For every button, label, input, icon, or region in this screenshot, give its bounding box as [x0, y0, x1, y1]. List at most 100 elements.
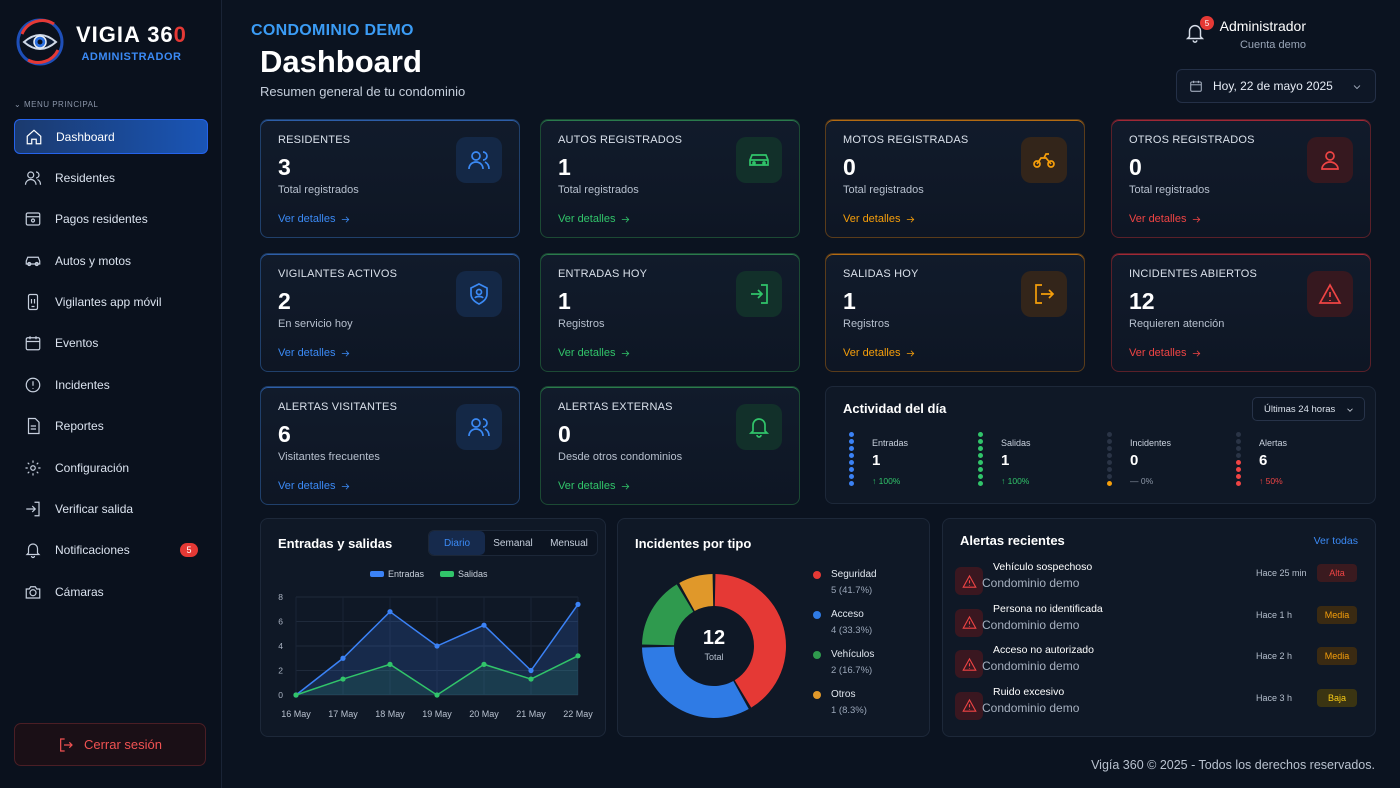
- activity-change: ↑ 100%: [1001, 476, 1030, 486]
- user-menu[interactable]: Administrador Cuenta demo: [1220, 18, 1306, 51]
- arrow-right-icon: [907, 349, 915, 357]
- alert-item[interactable]: Persona no identificada Condominio demo …: [955, 603, 1360, 641]
- link-label: Ver detalles: [278, 480, 336, 492]
- activity-value: 6: [1259, 452, 1268, 469]
- activity-salidas: Salidas 1 ↑ 100%: [978, 432, 1098, 490]
- nav-label: Incidentes: [55, 377, 110, 392]
- nav-item-camaras[interactable]: Cámaras: [14, 574, 208, 609]
- donut-slice-vehículos: [642, 584, 694, 646]
- chevron-down-icon: [1353, 85, 1361, 90]
- nav-item-dashboard[interactable]: Dashboard: [14, 119, 208, 154]
- donut-total-value: 12: [702, 627, 726, 649]
- legend-swatch: [440, 571, 454, 577]
- card-details-link[interactable]: Ver detalles: [843, 347, 916, 359]
- legend-swatch: [370, 571, 384, 577]
- card-details-link[interactable]: Ver detalles: [278, 213, 351, 225]
- users-icon: [468, 418, 490, 437]
- nav-item-reportes[interactable]: Reportes: [14, 409, 208, 444]
- notifications-button[interactable]: 5: [1184, 16, 1214, 46]
- tab-semanal[interactable]: Semanal: [493, 537, 533, 549]
- data-point: [575, 601, 581, 607]
- link-label: Ver detalles: [558, 347, 616, 359]
- card-details-link[interactable]: Ver detalles: [278, 480, 351, 492]
- data-point: [528, 676, 534, 682]
- link-label: Ver detalles: [1129, 347, 1187, 359]
- donut-chart: [642, 574, 786, 718]
- nav-label: Cámaras: [55, 584, 104, 599]
- card-value: 6: [278, 421, 291, 447]
- date-selector[interactable]: Hoy, 22 de mayo 2025: [1176, 69, 1376, 103]
- card-details-link[interactable]: Ver detalles: [1129, 213, 1202, 225]
- card-icon-box: [1021, 137, 1067, 183]
- legend-dot: [813, 610, 821, 619]
- brand[interactable]: VIGIA 360 ADMINISTRADOR: [14, 16, 187, 68]
- tab-mensual[interactable]: Mensual: [550, 537, 588, 549]
- legend-otros: Otros 1 (8.3%): [813, 689, 913, 716]
- legend-label: Otros: [831, 689, 856, 700]
- card-details-link[interactable]: Ver detalles: [558, 347, 631, 359]
- users-icon: [468, 151, 490, 170]
- y-tick-label: 6: [278, 617, 283, 627]
- calendar-icon: [1190, 80, 1202, 92]
- stat-card-salidas-hoy: SALIDAS HOY 1 Registros Ver detalles: [825, 253, 1085, 372]
- x-tick-label: 18 May: [375, 709, 405, 719]
- nav-item-pagos[interactable]: Pagos residentes: [14, 202, 208, 237]
- card-title: MOTOS REGISTRADAS: [843, 134, 969, 146]
- activity-name: Alertas: [1259, 438, 1288, 448]
- card-subtitle: Total registrados: [843, 184, 924, 196]
- nav-item-vigilantes[interactable]: Vigilantes app móvil: [14, 285, 208, 320]
- see-all-link[interactable]: Ver todas: [1313, 535, 1358, 547]
- alert-item[interactable]: Acceso no autorizado Condominio demo Hac…: [955, 644, 1360, 682]
- arrow-right-icon: [622, 482, 630, 490]
- logout-button[interactable]: Cerrar sesión: [14, 723, 206, 766]
- range-label: Últimas 24 horas: [1264, 403, 1336, 415]
- tab-diario[interactable]: Diario: [429, 531, 485, 555]
- legend-vehículos: Vehículos 2 (16.7%): [813, 649, 913, 676]
- range-selector[interactable]: Últimas 24 horas: [1252, 397, 1365, 421]
- data-point: [340, 676, 346, 682]
- card-icon-box: [736, 404, 782, 450]
- card-details-link[interactable]: Ver detalles: [558, 480, 631, 492]
- warning-icon: [961, 698, 977, 712]
- card-details-link[interactable]: Ver detalles: [278, 347, 351, 359]
- nav-item-incidentes[interactable]: Incidentes: [14, 367, 208, 402]
- y-tick-label: 2: [278, 666, 283, 676]
- card-title: VIGILANTES ACTIVOS: [278, 268, 398, 280]
- donut-slice-otros: [679, 574, 714, 611]
- activity-title: Actividad del día: [843, 401, 947, 416]
- logout-icon: [60, 737, 73, 752]
- alert-time: Hace 3 h: [1256, 692, 1293, 703]
- data-point: [340, 655, 346, 661]
- legend-name: Vehículos: [813, 649, 913, 660]
- chevron-down-icon: [1347, 408, 1353, 412]
- card-icon-box: [736, 271, 782, 317]
- home-icon: [25, 128, 43, 146]
- donut-total: 12 Total: [674, 627, 754, 662]
- nav-item-eventos[interactable]: Eventos: [14, 326, 208, 361]
- alert-icon-box: [955, 691, 983, 720]
- card-details-link[interactable]: Ver detalles: [558, 213, 631, 225]
- alert-item[interactable]: Vehículo sospechoso Condominio demo Hace…: [955, 561, 1360, 599]
- nav-item-autos[interactable]: Autos y motos: [14, 243, 208, 278]
- arrow-right-icon: [342, 215, 350, 223]
- nav-item-verificar[interactable]: Verificar salida: [14, 492, 208, 527]
- nav-item-notificaciones[interactable]: Notificaciones 5: [14, 533, 208, 568]
- card-details-link[interactable]: Ver detalles: [1129, 347, 1202, 359]
- card-details-link[interactable]: Ver detalles: [843, 213, 916, 225]
- arrow-right-icon: [1193, 215, 1201, 223]
- main-content: CONDOMINIO DEMO Dashboard Resumen genera…: [222, 0, 1400, 788]
- legend-acceso: Acceso 4 (33.3%): [813, 609, 913, 636]
- alert-time: Hace 25 min: [1256, 568, 1307, 578]
- nav-item-configuracion[interactable]: Configuración: [14, 450, 208, 485]
- alert-item[interactable]: Ruido excesivo Condominio demo Hace 3 h …: [955, 686, 1360, 724]
- alert-location: Condominio demo: [982, 617, 1080, 632]
- y-tick-label: 0: [278, 690, 283, 700]
- activity-change: ↑ 100%: [872, 476, 901, 486]
- nav-label: Eventos: [55, 336, 99, 351]
- legend-salidas: Salidas: [440, 569, 488, 579]
- incidents-panel: Incidentes por tipo 12 Total Seguridad 5…: [617, 518, 930, 737]
- sidebar: VIGIA 360 ADMINISTRADOR ⌄ MENU PRINCIPAL…: [0, 0, 222, 788]
- legend-label: Salidas: [458, 569, 488, 579]
- condo-name: CONDOMINIO DEMO: [251, 22, 414, 39]
- nav-item-residentes[interactable]: Residentes: [14, 160, 208, 195]
